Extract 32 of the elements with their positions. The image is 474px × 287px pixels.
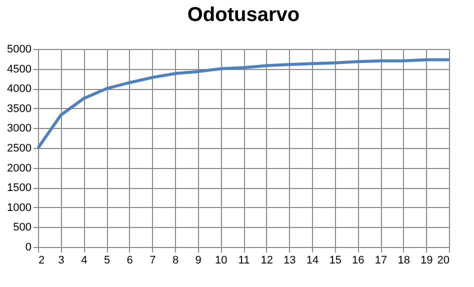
x-tick-label: 7 (150, 254, 156, 266)
line-series (36, 58, 450, 150)
y-tick-label: 500 (13, 222, 32, 234)
y-tick-label: 1500 (7, 182, 32, 194)
x-tick-label: 19 (420, 254, 433, 266)
x-tick-label: 13 (284, 254, 296, 266)
x-tick-label: 6 (126, 254, 133, 266)
y-tick-label: 1000 (7, 202, 32, 214)
x-tick-label: 3 (58, 254, 64, 266)
y-tick-label: 4000 (7, 83, 32, 96)
x-tick-label: 5 (104, 254, 110, 266)
x-tick-label: 20 (437, 254, 450, 266)
x-tick-label: 15 (329, 254, 342, 266)
x-tick-label: 10 (215, 254, 228, 266)
x-tick-label: 17 (374, 254, 388, 266)
x-tick-label: 14 (306, 254, 319, 266)
y-tick-label: 2500 (7, 142, 32, 154)
x-tick-label: 2 (38, 254, 45, 266)
y-tick-label: 5000 (7, 44, 32, 56)
y-tick-label: 2000 (7, 162, 32, 174)
x-tick-label: 18 (398, 254, 410, 266)
y-tick-label: 4500 (7, 63, 32, 76)
x-tick-label: 8 (172, 254, 179, 266)
x-tick-label: 9 (195, 254, 202, 266)
y-tick-label: 0 (25, 242, 32, 254)
x-tick-label: 16 (352, 254, 364, 266)
x-tick-label: 11 (238, 254, 250, 266)
chart-title: Odotusarvo (187, 4, 300, 26)
y-tick-label: 3000 (7, 122, 32, 135)
y-tick-label: 3500 (7, 102, 32, 115)
x-tick-label: 12 (260, 254, 273, 266)
x-tick-label: 4 (81, 254, 88, 266)
